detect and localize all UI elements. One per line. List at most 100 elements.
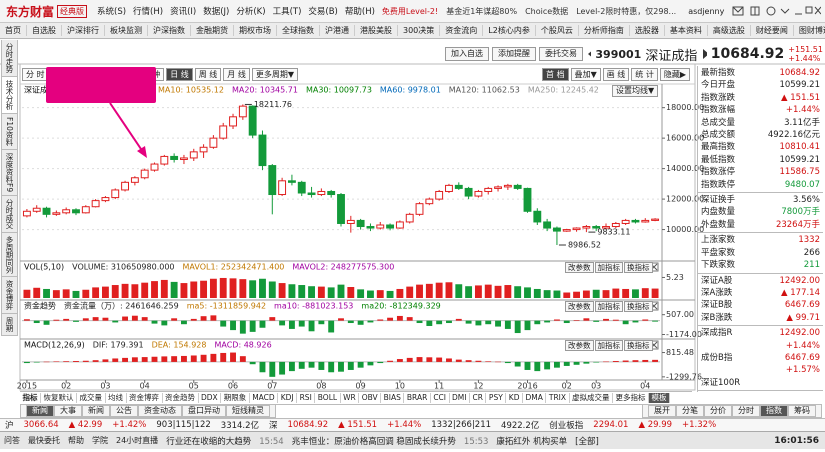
nav-item[interactable]: 个股风云 — [536, 25, 579, 36]
quote-button[interactable]: 委托交易 — [539, 47, 583, 61]
indicator-tab[interactable]: WR — [341, 392, 360, 403]
menu-item[interactable]: 分析(K) — [236, 7, 266, 17]
nav-item[interactable]: 选股器 — [630, 25, 665, 36]
indicator-tab[interactable]: DDX — [199, 392, 222, 403]
news-tab[interactable]: 新闻 — [82, 405, 110, 417]
panel-button[interactable]: 换指标 — [624, 301, 653, 312]
quote-button[interactable]: 添加提醒 — [492, 47, 536, 61]
news-item[interactable]: 行业还在收缩的大趋势 — [166, 436, 252, 447]
promo-link[interactable]: Choice数据 — [525, 6, 569, 16]
indicator-tab[interactable]: BOLL — [315, 392, 341, 403]
nav-item[interactable]: 300决策 — [398, 25, 441, 36]
window-controls[interactable] — [731, 4, 821, 18]
indicator-tab[interactable]: MACD — [250, 392, 279, 403]
side-tab[interactable]: 分时成交 — [1, 195, 18, 233]
menu-item[interactable]: 交易(B) — [308, 7, 338, 17]
indicator-tab[interactable]: TRIX — [546, 392, 570, 403]
period-tab[interactable]: 日 线 — [166, 68, 193, 81]
prev-arrow[interactable] — [586, 48, 592, 60]
nav-item[interactable]: 首页 — [0, 25, 27, 36]
promo-link[interactable]: 免费用Level-2! — [381, 6, 439, 16]
indicator-tab[interactable]: CR — [470, 392, 487, 403]
panel-button[interactable]: 改参数 — [565, 301, 594, 312]
view-tab[interactable]: 指数 — [760, 405, 788, 417]
news-tab[interactable]: 短线精灵 — [226, 405, 270, 417]
indicator-tab[interactable]: 均线 — [106, 392, 127, 403]
menu-item[interactable]: 资讯(I) — [170, 7, 197, 17]
indicator-tab[interactable]: 模板 — [649, 392, 671, 403]
nav-item[interactable]: 金融期货 — [191, 25, 234, 36]
side-tab[interactable]: 技术分析 — [1, 77, 18, 114]
status-link[interactable]: 最快委托 — [28, 436, 60, 445]
status-link[interactable]: 学院 — [92, 436, 108, 445]
side-tab[interactable]: 分时走势 — [1, 40, 18, 77]
side-tab[interactable]: F10资料 — [1, 114, 18, 150]
panel-button[interactable]: 加指标 — [594, 301, 623, 312]
side-tab[interactable]: 深度资料F9 — [1, 149, 18, 196]
indicator-tab[interactable]: PSY — [486, 392, 507, 403]
view-tab[interactable]: 分时 — [732, 405, 760, 417]
indicator-tab[interactable]: 虚拟成交量 — [570, 392, 614, 403]
side-tab[interactable]: 周期 — [1, 314, 18, 337]
indicator-tab[interactable]: 期限象 — [221, 392, 250, 403]
view-tab[interactable]: 展开 — [648, 405, 676, 417]
nav-item[interactable]: 全球指数 — [277, 25, 320, 36]
indicator-tab[interactable]: BRAR — [404, 392, 431, 403]
panel-button[interactable]: 改参数 — [565, 262, 594, 273]
chart-tool[interactable]: 画 线 — [602, 68, 630, 81]
side-tab[interactable]: 多周期同列 — [1, 232, 18, 278]
menu-item[interactable]: 工具(T) — [272, 7, 302, 17]
period-tab[interactable]: 60分钟 — [130, 68, 165, 81]
news-tab[interactable]: 资金动态 — [138, 405, 182, 417]
menu-item[interactable]: 帮助(H) — [344, 7, 375, 17]
nav-item[interactable]: 财经要闻 — [751, 25, 794, 36]
nav-item[interactable]: 港股美股 — [355, 25, 398, 36]
period-tab[interactable]: 5分 — [50, 68, 72, 81]
next-arrow[interactable] — [701, 48, 707, 60]
menu-item[interactable]: 系统(S) — [97, 7, 127, 17]
nav-item[interactable]: 期权市场 — [234, 25, 277, 36]
nav-item[interactable]: 分析师指南 — [579, 25, 630, 36]
chart-tool[interactable]: 首 档 — [542, 68, 569, 81]
news-tab[interactable]: 公告 — [110, 405, 138, 417]
news-tab[interactable]: 大事 — [54, 405, 82, 417]
nav-item[interactable]: 自选股 — [27, 25, 62, 36]
panel-button[interactable]: 换指标 — [624, 340, 653, 351]
status-link[interactable]: 帮助 — [68, 436, 84, 445]
indicator-tab[interactable]: DMA — [523, 392, 547, 403]
chart-tool[interactable]: 叠加▼ — [570, 68, 601, 81]
quote-button[interactable]: 加入自选 — [445, 47, 489, 61]
view-tab[interactable]: 筹码 — [788, 405, 816, 417]
news-item[interactable]: 兆丰恒业：原油价格高回调 稳固成长续升势 — [291, 436, 456, 447]
news-item[interactable]: 康拓红外 机构买单 — [496, 436, 568, 447]
nav-item[interactable]: 沪深排行 — [62, 25, 105, 36]
indicator-tab[interactable]: KDJ — [278, 392, 298, 403]
nav-item[interactable]: L2核心内参 — [483, 25, 536, 36]
panel-button[interactable]: 换指标 — [624, 262, 653, 273]
period-tab[interactable]: 更多周期▼ — [251, 68, 298, 81]
indicator-tab[interactable]: 指标 — [20, 392, 41, 403]
status-link[interactable]: 24小时直播 — [116, 436, 159, 445]
news-item[interactable]: 15:53 — [463, 436, 489, 447]
news-item[interactable]: 15:54 — [259, 436, 284, 447]
side-tab[interactable]: 资金博弈 — [1, 277, 18, 315]
indicator-tab[interactable]: BIAS — [381, 392, 405, 403]
nav-item[interactable]: 基本资料 — [665, 25, 708, 36]
view-tab[interactable]: 分笔 — [676, 405, 704, 417]
nav-item[interactable]: 沪深指数 — [148, 25, 191, 36]
indicator-tab[interactable]: DMI — [450, 392, 470, 403]
panel-button[interactable]: 改参数 — [565, 340, 594, 351]
indicator-tab[interactable]: RSI — [297, 392, 316, 403]
promo-link[interactable]: 基金近1年谋超80% — [446, 6, 518, 16]
indicator-tab[interactable]: 更多指标 — [613, 392, 650, 403]
ma-settings-button[interactable]: 设置均线▼ — [612, 85, 659, 97]
indicator-tab[interactable]: 恢复默认 — [41, 392, 77, 403]
view-tab[interactable]: 分价 — [704, 405, 732, 417]
news-item[interactable]: [全部] — [575, 436, 599, 447]
panel-button[interactable]: 加指标 — [594, 340, 623, 351]
menu-item[interactable]: 行情(H) — [133, 7, 164, 17]
chart-tool[interactable]: 隐藏▶ — [659, 68, 690, 81]
panel-button[interactable]: 加指标 — [594, 262, 623, 273]
chart-tool[interactable]: 统 计 — [631, 68, 658, 81]
indicator-tab[interactable]: CCI — [431, 392, 450, 403]
